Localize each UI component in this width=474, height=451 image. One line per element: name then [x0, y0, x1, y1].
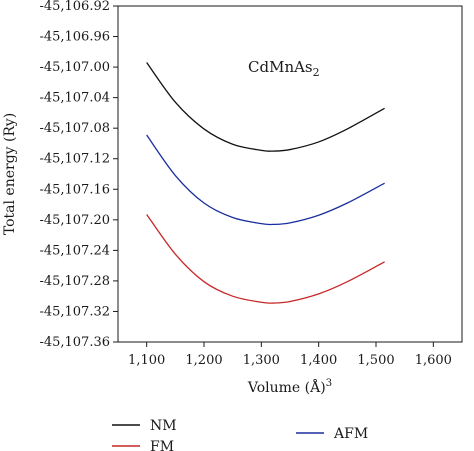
- series-line-fm: [146, 214, 385, 304]
- y-tick-label: -45,106.96: [39, 30, 110, 45]
- y-tick-label: -45,107.24: [39, 243, 110, 258]
- y-axis-label: Total energy (Ry): [2, 113, 18, 235]
- series-lines: [146, 62, 385, 304]
- x-tick-label: 1,300: [243, 353, 280, 368]
- x-axis: 1,100 1,200 1,300 1,400 1,500 1,600: [128, 342, 452, 368]
- legend: NM FM AFM: [112, 418, 368, 451]
- y-tick-label: -45,107.28: [39, 274, 110, 289]
- legend-label-nm: NM: [150, 418, 177, 434]
- y-tick-label: -45,107.08: [39, 121, 110, 136]
- y-tick-label: -45,107.36: [39, 335, 110, 350]
- y-tick-label: -45,106.92: [39, 0, 110, 14]
- x-tick-label: 1,500: [357, 353, 394, 368]
- series-line-nm: [146, 62, 385, 152]
- x-tick-label: 1,100: [128, 353, 165, 368]
- series-line-afm: [146, 134, 385, 226]
- x-tick-label: 1,200: [185, 353, 222, 368]
- y-tick-label: -45,107.00: [39, 60, 110, 75]
- x-axis-label: Volume (Å)3: [247, 378, 332, 396]
- legend-label-fm: FM: [150, 439, 174, 451]
- legend-label-afm: AFM: [333, 426, 368, 442]
- annotation-label: CdMnAs2: [248, 58, 320, 79]
- y-tick-label: -45,107.04: [39, 91, 110, 106]
- x-tick-label: 1,400: [300, 353, 337, 368]
- y-axis: -45,106.92 -45,106.96 -45,107.00 -45,107.04…: [39, 0, 118, 350]
- y-tick-label: -45,107.32: [39, 304, 110, 319]
- x-tick-label: 1,600: [415, 353, 452, 368]
- y-tick-label: -45,107.20: [39, 213, 110, 228]
- y-tick-label: -45,107.12: [39, 152, 110, 167]
- plot-frame: [117, 5, 463, 343]
- y-tick-label: -45,107.16: [39, 182, 110, 197]
